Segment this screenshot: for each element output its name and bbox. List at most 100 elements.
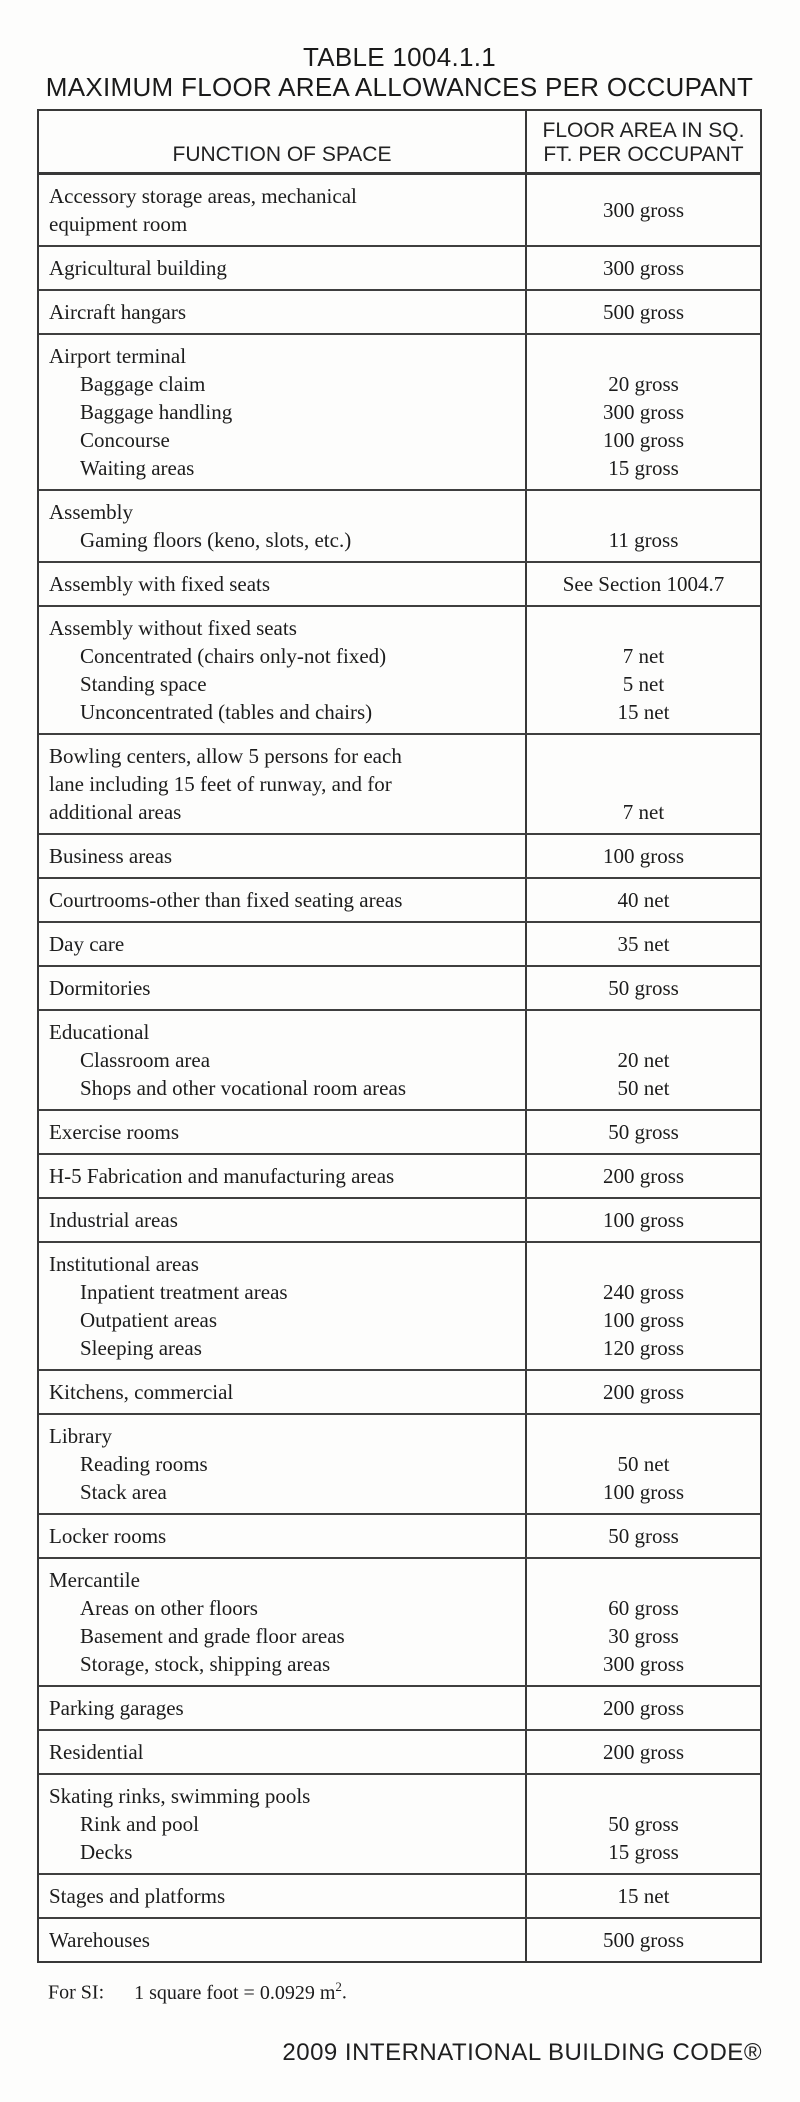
value-cell: 15 net — [525, 1875, 760, 1917]
occupant-load-value: 7 net — [622, 644, 665, 668]
table-row: Assembly with fixed seats See Section 100… — [39, 561, 760, 605]
column-header-function-of-space: FUNCTION OF SPACE — [172, 143, 392, 166]
value-cell: 200 gross — [525, 1371, 760, 1413]
value-cell: 200 gross — [525, 1155, 760, 1197]
value-cell: 500 gross — [525, 1919, 760, 1961]
table-row: Aircraft hangars 500 gross — [39, 289, 760, 333]
occupant-load-value — [529, 1782, 758, 1810]
occupant-load-value: 20 net — [617, 1048, 670, 1072]
occupant-load-value: 120 gross — [602, 1336, 685, 1360]
occupant-load-value: 100 gross — [602, 1208, 685, 1232]
occupant-load-value — [529, 1250, 758, 1278]
function-label: Stages and platforms — [49, 1884, 226, 1908]
function-label: Exercise rooms — [49, 1120, 180, 1144]
function-label: Stack area — [80, 1480, 167, 1504]
page-content: TABLE 1004.1.1 MAXIMUM FLOOR AREA ALLOWA… — [37, 0, 762, 2067]
function-cell: Residential — [39, 1731, 525, 1773]
value-cell: 35 net — [525, 923, 760, 965]
function-cell: Stages and platforms — [39, 1875, 525, 1917]
table-row: Courtrooms-other than fixed seating area… — [39, 877, 760, 921]
occupant-load-table: FUNCTION OF SPACE FLOOR AREA IN SQ. FT. … — [37, 109, 762, 1963]
si-conversion-note: For SI: 1 square foot = 0.0929 m2. — [37, 1979, 762, 2005]
occupant-load-value: 15 net — [617, 700, 670, 724]
column-header-floor-area-line2: FT. PER OCCUPANT — [543, 143, 744, 166]
table-row: H-5 Fabrication and manufacturing areas 2… — [39, 1153, 760, 1197]
occupant-load-value: 500 gross — [602, 300, 685, 324]
function-cell: Courtrooms-other than fixed seating area… — [39, 879, 525, 921]
value-cell: 60 gross 30 gross 300 gross — [525, 1559, 760, 1685]
function-label: Business areas — [49, 844, 173, 868]
function-label: Classroom area — [80, 1048, 211, 1072]
occupant-load-value: 300 gross — [602, 256, 685, 280]
function-label: Unconcentrated (tables and chairs) — [80, 700, 373, 724]
value-cell: 200 gross — [525, 1731, 760, 1773]
function-label: Dormitories — [49, 976, 151, 1000]
function-label: Baggage claim — [80, 372, 206, 396]
function-label: Gaming floors (keno, slots, etc.) — [80, 528, 352, 552]
function-cell: Mercantile Areas on other floors Basement … — [39, 1559, 525, 1685]
occupant-load-value: 300 gross — [602, 198, 685, 222]
si-note-period: . — [341, 1981, 347, 2004]
function-label: Baggage handling — [80, 400, 233, 424]
occupant-load-value: 240 gross — [602, 1280, 685, 1304]
occupant-load-value — [529, 1566, 758, 1594]
function-cell: Assembly with fixed seats — [39, 563, 525, 605]
function-label: additional areas — [49, 800, 182, 824]
table-row: Bowling centers, allow 5 persons for eac… — [39, 733, 760, 833]
value-cell: 240 gross 100 gross 120 gross — [525, 1243, 760, 1369]
occupant-load-value: 40 net — [617, 888, 670, 912]
occupant-load-value: 200 gross — [602, 1164, 685, 1188]
value-cell: 40 net — [525, 879, 760, 921]
table-row: Agricultural building 300 gross — [39, 245, 760, 289]
occupant-load-value: 100 gross — [602, 844, 685, 868]
value-cell: 7 net 5 net 15 net — [525, 607, 760, 733]
function-label: Shops and other vocational room areas — [80, 1076, 406, 1100]
function-label: Airport terminal — [49, 344, 187, 368]
table-row: Assembly Gaming floors (keno, slots, etc.… — [39, 489, 760, 561]
occupant-load-value: 100 gross — [602, 1480, 685, 1504]
occupant-load-value: 500 gross — [602, 1928, 685, 1952]
function-label: Bowling centers, allow 5 persons for eac… — [49, 744, 402, 768]
table-row: Locker rooms 50 gross — [39, 1513, 760, 1557]
value-cell: 500 gross — [525, 291, 760, 333]
function-label: Storage, stock, shipping areas — [80, 1652, 331, 1676]
occupant-load-value — [529, 1422, 758, 1450]
occupant-load-value: 50 gross — [608, 1120, 679, 1144]
value-cell: 11 gross — [525, 491, 760, 561]
function-cell: Business areas — [39, 835, 525, 877]
table-row: Library Reading rooms Stack area 50 net 100… — [39, 1413, 760, 1513]
table-header-row: FUNCTION OF SPACE FLOOR AREA IN SQ. FT. … — [39, 111, 760, 175]
table-row: Industrial areas 100 gross — [39, 1197, 760, 1241]
table-row: Kitchens, commercial 200 gross — [39, 1369, 760, 1413]
si-note-prefix: For SI: — [48, 1981, 105, 2004]
table-row: Assembly without fixed seats Concentrated… — [39, 605, 760, 733]
occupant-load-value: 100 gross — [602, 428, 685, 452]
column-header-floor-area-line1: FLOOR AREA IN SQ. — [542, 119, 745, 142]
function-label: Assembly with fixed seats — [49, 572, 271, 596]
value-cell: 50 gross — [525, 967, 760, 1009]
function-label: Residential — [49, 1740, 144, 1764]
value-cell: 100 gross — [525, 835, 760, 877]
occupant-load-value: 50 gross — [608, 1524, 679, 1548]
function-label: Educational — [49, 1020, 150, 1044]
function-cell: Agricultural building — [39, 247, 525, 289]
function-cell: Educational Classroom area Shops and other… — [39, 1011, 525, 1109]
table-row: Exercise rooms 50 gross — [39, 1109, 760, 1153]
occupant-load-value — [529, 342, 758, 370]
occupant-load-value: 300 gross — [602, 400, 685, 424]
occupant-load-value — [529, 1018, 758, 1046]
occupant-load-value: 15 net — [617, 1884, 670, 1908]
function-cell: Assembly Gaming floors (keno, slots, etc.… — [39, 491, 525, 561]
function-label: Areas on other floors — [80, 1596, 258, 1620]
function-cell: Aircraft hangars — [39, 291, 525, 333]
table-row: Educational Classroom area Shops and other… — [39, 1009, 760, 1109]
occupant-load-value: 200 gross — [602, 1380, 685, 1404]
occupant-load-value: 200 gross — [602, 1740, 685, 1764]
occupant-load-value — [529, 498, 758, 526]
function-label: Kitchens, commercial — [49, 1380, 234, 1404]
function-cell: Warehouses — [39, 1919, 525, 1961]
function-label: Rink and pool — [80, 1812, 199, 1836]
occupant-load-value: 11 gross — [608, 528, 679, 552]
occupant-load-value: 15 gross — [608, 1840, 679, 1864]
function-label: Concourse — [80, 428, 170, 452]
